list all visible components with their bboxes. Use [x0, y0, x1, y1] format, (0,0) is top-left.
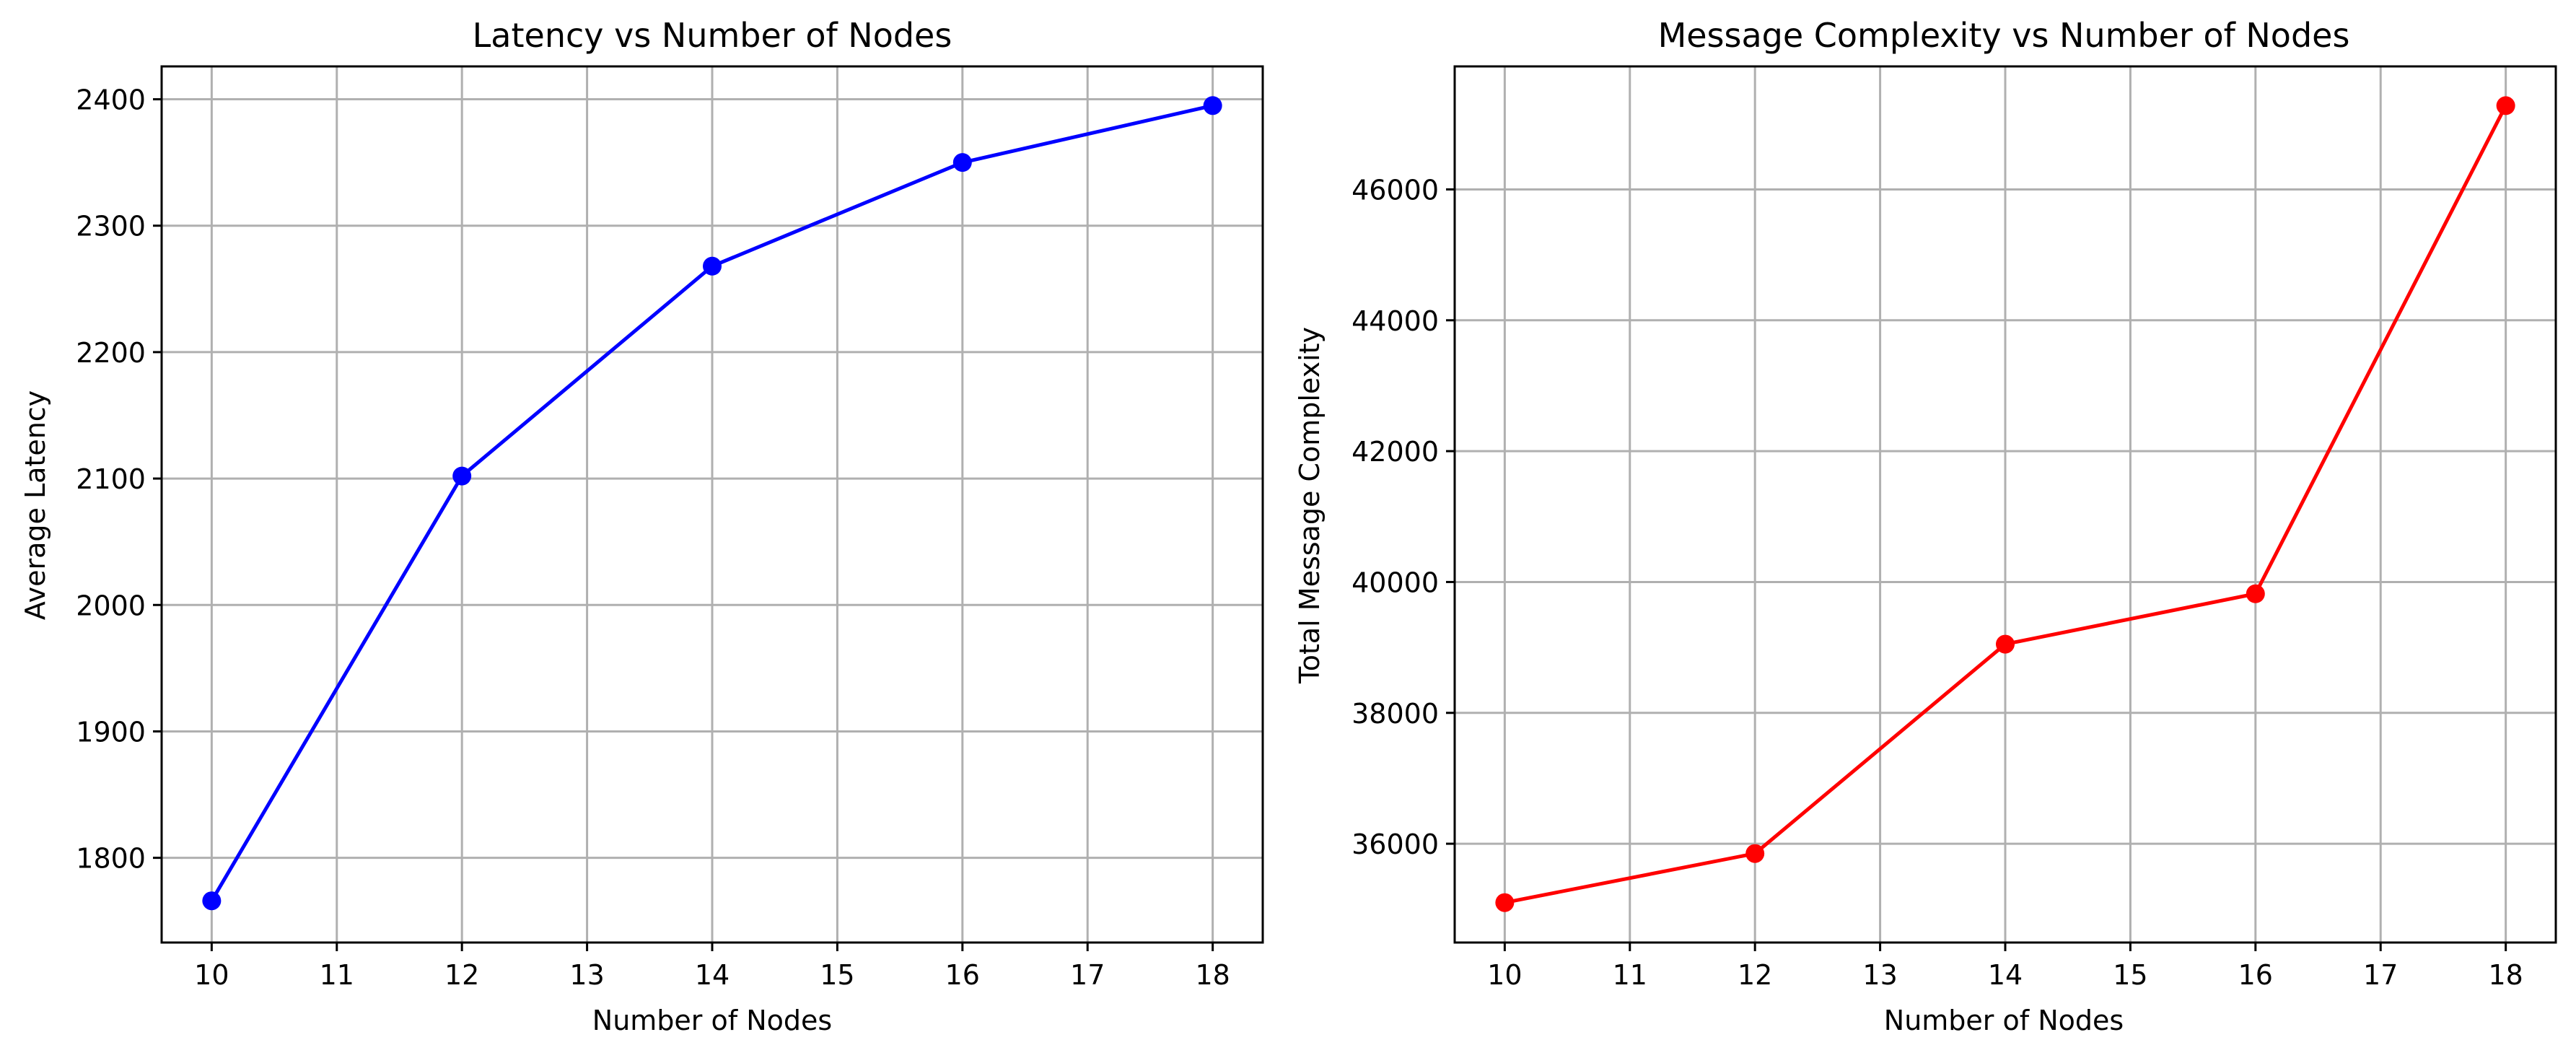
latency-y-tick-label: 2400 — [76, 84, 146, 116]
latency-y-tick-label: 2200 — [76, 337, 146, 369]
latency-data-point — [703, 256, 722, 276]
message-complexity-y-tick-label: 38000 — [1351, 698, 1439, 730]
latency-y-tick-label: 2300 — [76, 211, 146, 242]
latency-x-tick-label: 13 — [569, 959, 604, 991]
message-complexity-data-point — [2246, 584, 2265, 603]
message-complexity-data-point — [1495, 893, 1515, 912]
message-complexity-y-tick-label: 36000 — [1351, 829, 1439, 860]
message-complexity-x-tick-label: 17 — [2363, 959, 2398, 991]
message-complexity-x-axis-label: Number of Nodes — [1884, 1005, 2124, 1036]
message-complexity-y-tick-label: 42000 — [1351, 436, 1439, 468]
latency-y-axis-label: Average Latency — [19, 390, 51, 620]
message-complexity-chart-title: Message Complexity vs Number of Nodes — [1658, 16, 2350, 55]
message-complexity-y-tick-label: 40000 — [1351, 567, 1439, 598]
latency-x-tick-label: 16 — [945, 959, 980, 991]
latency-chart: Latency vs Number of Nodes 10 11 12 13 14 15 1… — [19, 16, 1264, 1036]
latency-x-tick-label: 10 — [194, 959, 229, 991]
message-complexity-y-tick-label: 44000 — [1351, 305, 1439, 337]
latency-y-tick-label: 1800 — [76, 843, 146, 875]
message-complexity-chart: Message Complexity vs Number of Nodes 10… — [1294, 16, 2557, 1036]
message-complexity-data-point — [1996, 634, 2015, 654]
message-complexity-x-tick-label: 14 — [1988, 959, 2023, 991]
latency-x-tick-label: 15 — [820, 959, 854, 991]
message-complexity-x-tick-label: 18 — [2488, 959, 2523, 991]
message-complexity-x-tick-label: 16 — [2238, 959, 2273, 991]
latency-y-tick-label: 2000 — [76, 590, 146, 621]
message-complexity-x-tick-label: 15 — [2113, 959, 2147, 991]
latency-data-point — [202, 891, 222, 911]
message-complexity-x-tick-label: 12 — [1738, 959, 1772, 991]
latency-x-axis-label: Number of Nodes — [592, 1005, 832, 1036]
latency-x-tick-label: 17 — [1070, 959, 1105, 991]
latency-plot-area: 10 11 12 13 14 15 16 17 18 1800 1900 2000 2100 2200 23… — [76, 65, 1264, 991]
latency-x-tick-label: 11 — [320, 959, 354, 991]
latency-x-tick-label: 18 — [1195, 959, 1230, 991]
message-complexity-y-tick-label: 46000 — [1351, 174, 1439, 206]
latency-y-tick-label: 1900 — [76, 716, 146, 748]
latency-x-tick-label: 12 — [444, 959, 479, 991]
latency-data-point — [452, 466, 472, 486]
message-complexity-x-tick-label: 13 — [1862, 959, 1897, 991]
latency-x-tick-label: 14 — [695, 959, 730, 991]
message-complexity-data-point — [2496, 96, 2515, 115]
latency-data-point — [952, 153, 972, 172]
message-complexity-x-tick-label: 10 — [1487, 959, 1522, 991]
message-complexity-plot-area: 10 11 12 13 14 15 16 17 18 36000 38000 40000 42000 44… — [1351, 65, 2557, 991]
message-complexity-data-point — [1745, 844, 1765, 863]
latency-y-tick-label: 2100 — [76, 463, 146, 495]
latency-data-point — [1203, 96, 1222, 115]
message-complexity-y-axis-label: Total Message Complexity — [1294, 327, 1326, 684]
latency-chart-title: Latency vs Number of Nodes — [473, 16, 952, 55]
message-complexity-x-tick-label: 11 — [1613, 959, 1647, 991]
